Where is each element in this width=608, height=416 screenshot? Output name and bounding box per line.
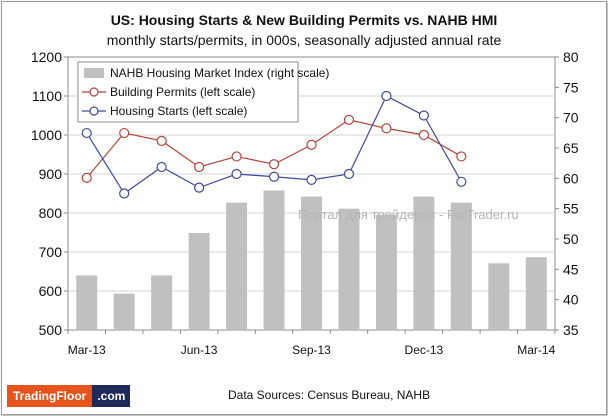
legend-swatch-nahb (84, 68, 104, 78)
left-axis-tick-label: 800 (39, 205, 63, 221)
left-axis-tick-label: 900 (39, 166, 63, 182)
building-permits-point (231, 151, 242, 162)
right-axis-tick-label: 70 (563, 110, 579, 126)
nahb-bar (151, 275, 173, 330)
right-axis-tick-label: 40 (563, 292, 579, 308)
legend-swatch-building-permits-marker (89, 87, 99, 97)
housing-starts-point (81, 127, 92, 139)
logo-main-text: TradingFloor (7, 385, 93, 407)
legend-box (77, 61, 299, 123)
left-axis-tick-label: 500 (39, 322, 63, 338)
left-axis-tick-label: 1200 (31, 49, 62, 65)
right-axis-tick-label: 65 (563, 140, 579, 156)
right-axis-tick-label: 35 (563, 322, 579, 338)
housing-starts-point (381, 90, 392, 102)
nahb-bar (488, 263, 510, 330)
right-axis-tick-label: 60 (563, 170, 579, 186)
building-permits-point (81, 172, 92, 183)
right-axis-tick-label: 75 (563, 79, 579, 95)
building-permits-point (306, 139, 317, 150)
building-permits-point (343, 114, 355, 125)
watermark-text: Портал для трейдеров - ForTrader.ru (298, 207, 519, 222)
tradingfloor-logo: TradingFloor .com (7, 385, 131, 407)
nahb-bar (226, 202, 248, 330)
legend-label: NAHB Housing Market Index (right scale) (110, 66, 329, 80)
housing-starts-point (268, 171, 280, 182)
building-permits-point (418, 129, 429, 141)
building-permits-point (119, 127, 130, 139)
building-permits-point (268, 159, 280, 170)
nahb-bar (301, 196, 322, 330)
x-axis-tick-label: Jun-13 (181, 343, 218, 357)
right-axis-tick-label: 80 (563, 49, 579, 65)
chart-title: US: Housing Starts & New Building Permit… (110, 12, 498, 28)
housing-starts-point (194, 182, 205, 193)
legend-swatch-housing-starts-marker (89, 106, 99, 116)
building-permits-point (156, 135, 167, 146)
building-permits-point (456, 151, 467, 162)
housing-starts-point (418, 110, 429, 121)
nahb-bar (188, 232, 210, 330)
nahb-bar (450, 202, 472, 330)
x-axis-tick-label: Sep-13 (292, 343, 331, 357)
right-axis-tick-label: 55 (563, 201, 579, 217)
left-axis-tick-label: 700 (39, 244, 63, 260)
housing-starts-point (156, 161, 167, 173)
left-axis-tick-label: 600 (39, 283, 63, 299)
x-axis-tick-label: Mar-13 (68, 343, 106, 357)
nahb-bar (375, 214, 397, 330)
housing-starts-point (343, 168, 355, 180)
housing-starts-point (119, 188, 130, 199)
left-axis-tick-label: 1000 (31, 127, 62, 143)
chart-subtitle: monthly starts/permits, in 000s, seasona… (106, 32, 502, 48)
logo-suffix-text: .com (92, 385, 131, 407)
building-permits-point (381, 123, 392, 134)
housing-starts-point (231, 168, 242, 180)
nahb-bar (263, 190, 285, 330)
nahb-bar (525, 257, 547, 330)
legend-label: Housing Starts (left scale) (110, 104, 247, 118)
x-axis-tick-label: Mar-14 (517, 343, 555, 357)
housing-starts-point (456, 176, 467, 187)
right-axis-tick-label: 50 (563, 231, 579, 247)
nahb-bar (76, 275, 98, 330)
housing-starts-point (306, 174, 317, 185)
data-source-note: Data Sources: Census Bureau, NAHB (228, 388, 431, 402)
nahb-bar (113, 293, 135, 330)
legend-label: Building Permits (left scale) (110, 85, 255, 99)
nahb-bar (413, 196, 435, 330)
building-permits-point (194, 161, 205, 173)
right-axis-tick-label: 45 (563, 261, 579, 277)
x-axis-tick-label: Dec-13 (405, 343, 444, 357)
nahb-bar (338, 208, 360, 330)
left-axis-tick-label: 1100 (32, 88, 62, 104)
